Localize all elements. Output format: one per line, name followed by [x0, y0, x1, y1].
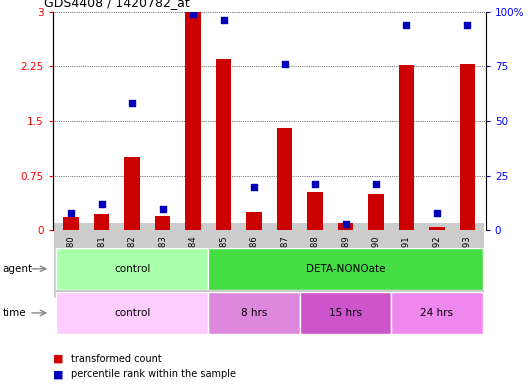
Bar — [94, 214, 109, 230]
Point — [433, 210, 441, 216]
Text: 15 hrs: 15 hrs — [329, 308, 362, 318]
Point — [97, 201, 106, 207]
Bar — [247, 212, 262, 230]
Bar — [399, 65, 414, 230]
Bar — [307, 192, 323, 230]
Point — [219, 17, 228, 23]
Text: ■: ■ — [53, 369, 63, 379]
Bar — [216, 59, 231, 230]
Text: 24 hrs: 24 hrs — [420, 308, 454, 318]
Text: GDS4408 / 1420782_at: GDS4408 / 1420782_at — [44, 0, 190, 9]
Bar — [185, 12, 201, 230]
Point — [189, 11, 197, 17]
Text: time: time — [3, 308, 26, 318]
Bar — [391, 292, 483, 334]
Bar — [300, 292, 391, 334]
Point — [158, 205, 167, 212]
Point — [341, 221, 350, 227]
Bar — [56, 292, 209, 334]
Bar — [209, 248, 483, 290]
Point — [311, 181, 319, 187]
Text: DETA-NONOate: DETA-NONOate — [306, 264, 385, 274]
Text: 8 hrs: 8 hrs — [241, 308, 267, 318]
Point — [372, 181, 380, 187]
Bar — [429, 227, 445, 230]
Bar — [155, 216, 170, 230]
Text: transformed count: transformed count — [71, 354, 162, 364]
Text: agent: agent — [3, 264, 33, 274]
Bar — [63, 217, 79, 230]
Text: control: control — [114, 308, 150, 318]
Bar — [460, 64, 475, 230]
Point — [402, 22, 411, 28]
Bar — [338, 223, 353, 230]
Bar — [56, 248, 209, 290]
Point — [280, 61, 289, 67]
Bar — [277, 128, 292, 230]
Text: ■: ■ — [53, 354, 63, 364]
Bar — [209, 292, 300, 334]
Point — [67, 210, 76, 216]
Point — [463, 22, 472, 28]
Point — [128, 100, 136, 106]
Text: percentile rank within the sample: percentile rank within the sample — [71, 369, 237, 379]
Text: control: control — [114, 264, 150, 274]
Bar — [125, 157, 140, 230]
Bar — [369, 194, 384, 230]
Point — [250, 184, 258, 190]
